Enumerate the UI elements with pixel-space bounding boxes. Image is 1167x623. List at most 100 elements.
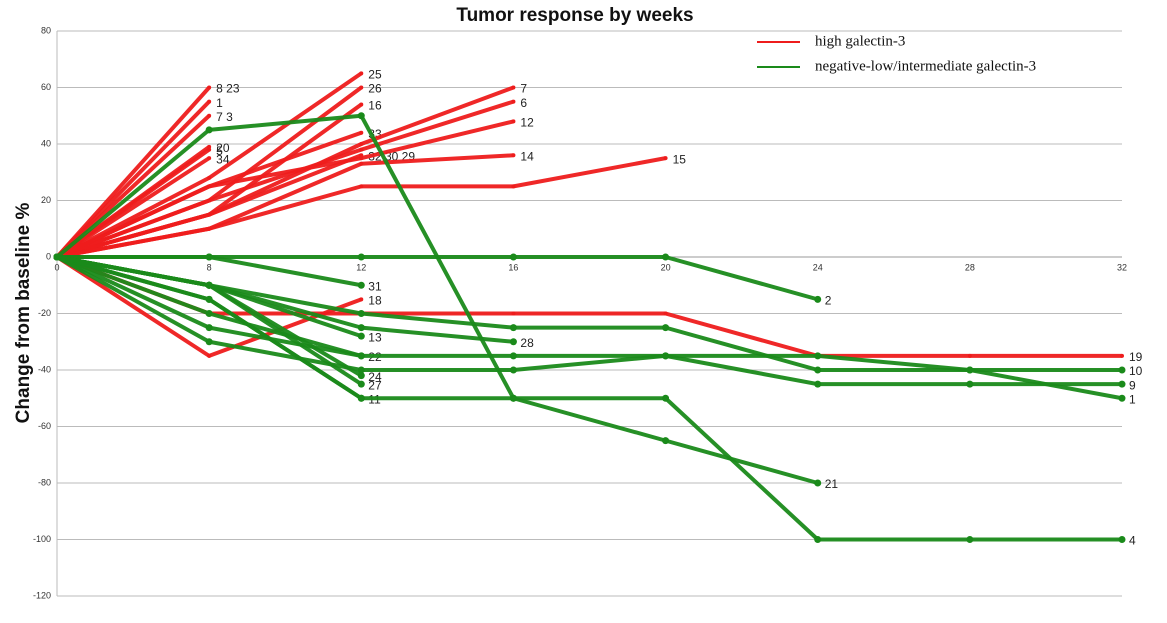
data-point [357, 324, 365, 332]
data-point [357, 352, 365, 360]
y-tick-label: -60 [38, 421, 51, 431]
data-point [205, 253, 213, 261]
patient-line [56, 255, 1123, 401]
x-tick-label: 8 [207, 262, 212, 272]
patient-label: 8 23 [216, 82, 240, 96]
data-point [357, 253, 365, 261]
patient-line [56, 255, 1122, 372]
patient-label: 19 [1129, 350, 1143, 364]
data-point [207, 184, 212, 189]
patient-label: 18 [368, 294, 382, 308]
patient-label: 25 [368, 68, 382, 82]
data-point [1120, 353, 1124, 358]
data-point [814, 479, 822, 487]
x-tick-label: 28 [965, 262, 975, 272]
data-point [359, 156, 364, 161]
data-point [966, 536, 974, 543]
data-point [1118, 380, 1126, 388]
y-tick-label: -80 [38, 477, 51, 487]
data-point [509, 394, 517, 402]
patient-label: 31 [368, 279, 382, 293]
data-point [509, 253, 517, 261]
data-point [662, 324, 670, 332]
patient-label: 24 [368, 370, 382, 384]
patient-label: 10 [1129, 364, 1143, 378]
patient-label: 5 [216, 144, 223, 158]
legend-label: high galectin-3 [815, 33, 905, 49]
data-point [357, 332, 365, 340]
patient-label: 26 [368, 82, 382, 96]
data-point [207, 175, 212, 180]
y-tick-label: -40 [38, 364, 51, 374]
data-point [207, 353, 212, 358]
patient-line [56, 255, 819, 485]
data-point [814, 352, 822, 360]
data-point [814, 380, 822, 388]
patient-label: 1 [1129, 392, 1136, 406]
x-tick-label: 24 [813, 262, 823, 272]
data-point [359, 161, 364, 166]
data-point [207, 85, 212, 90]
data-point [357, 112, 365, 120]
patient-label: 28 [520, 336, 534, 350]
y-axis-label: Change from baseline % [13, 203, 34, 424]
y-tick-label: 20 [41, 195, 51, 205]
patient-label: 13 [368, 330, 382, 344]
patient-label: 12 [520, 116, 534, 130]
data-point [207, 198, 212, 203]
patient-label: 34 [216, 152, 230, 166]
data-point [359, 184, 364, 189]
data-point [357, 281, 365, 289]
data-point [207, 226, 212, 231]
x-tick-label: 20 [661, 262, 671, 272]
data-point [511, 311, 516, 316]
data-point [511, 85, 516, 90]
data-point [814, 295, 822, 303]
patient-line [55, 113, 1122, 542]
data-point [357, 394, 365, 402]
data-point [205, 281, 213, 289]
patient-label: 6 [520, 96, 527, 110]
data-point [966, 380, 974, 388]
data-point [359, 102, 364, 107]
data-point [966, 366, 974, 374]
data-point [662, 394, 670, 402]
data-point [205, 126, 213, 134]
data-point [509, 366, 517, 374]
data-point [205, 338, 213, 346]
patient-label: 4 [1129, 534, 1136, 548]
patient-label: 1 [216, 96, 223, 110]
data-point [511, 153, 516, 158]
data-point [205, 310, 213, 317]
patient-label: 21 [825, 477, 839, 491]
patient-label: 2 [825, 294, 832, 308]
patient-line [55, 156, 211, 259]
legend-label: negative-low/intermediate galectin-3 [815, 58, 1036, 74]
data-point [357, 372, 365, 380]
data-point [663, 311, 668, 316]
data-point [205, 295, 213, 303]
data-point [359, 147, 364, 152]
data-point [205, 324, 213, 332]
data-point [207, 156, 212, 161]
patient-label: 16 [368, 99, 382, 113]
data-point [207, 113, 212, 118]
data-point [509, 324, 517, 332]
data-point [967, 353, 972, 358]
data-point [1118, 366, 1126, 374]
patient-label: 14 [520, 149, 534, 163]
x-tick-label: 12 [356, 262, 366, 272]
data-point [359, 85, 364, 90]
y-tick-label: 80 [41, 25, 51, 35]
data-point [357, 380, 365, 388]
data-point [814, 366, 822, 374]
data-point [511, 119, 516, 124]
patient-label: 9 [1129, 378, 1136, 392]
data-point [359, 297, 364, 302]
data-point [357, 310, 365, 317]
data-point [662, 352, 670, 360]
patient-label: 15 [673, 152, 687, 166]
data-point [359, 142, 364, 146]
y-tick-label: 40 [41, 138, 51, 148]
